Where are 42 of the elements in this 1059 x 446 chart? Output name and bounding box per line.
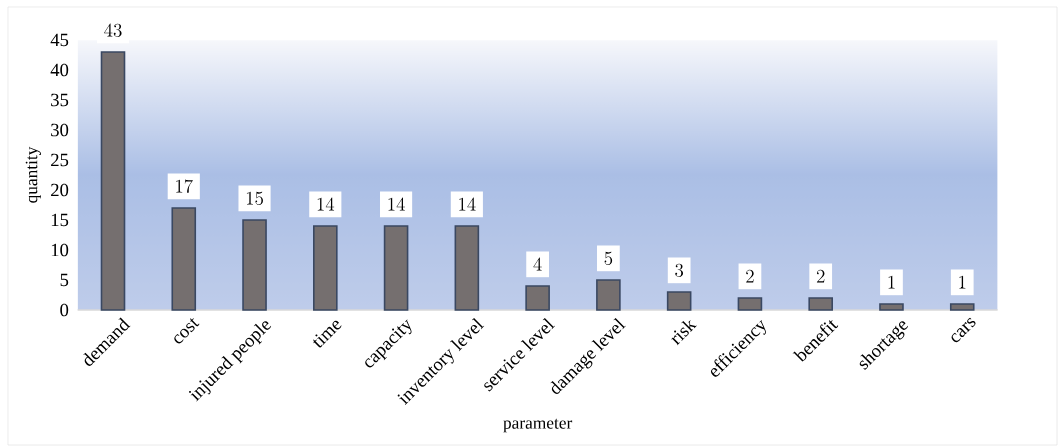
bar xyxy=(454,225,480,311)
bar xyxy=(596,279,621,311)
y-tick-label: 45 xyxy=(50,33,69,47)
data-label: 14 xyxy=(317,197,335,211)
bar xyxy=(949,303,975,311)
x-tick-label: risk xyxy=(671,320,697,346)
y-tick-label: 25 xyxy=(51,153,69,167)
y-tick-label: 15 xyxy=(51,213,69,227)
data-label: 2 xyxy=(746,269,754,283)
bar xyxy=(383,225,409,311)
bar xyxy=(808,297,833,311)
bar xyxy=(525,285,550,311)
bar xyxy=(313,225,338,311)
y-tick-label: 20 xyxy=(51,183,69,197)
bar xyxy=(242,219,267,311)
data-label: 43 xyxy=(104,23,122,37)
data-label: 14 xyxy=(459,197,476,211)
y-tick-label: 40 xyxy=(50,63,69,77)
data-label: 1 xyxy=(959,275,966,289)
y-tick-label: 30 xyxy=(51,123,69,137)
data-label: 5 xyxy=(604,251,613,265)
data-label: 15 xyxy=(246,191,263,205)
data-label: 14 xyxy=(388,197,405,211)
bar xyxy=(666,291,692,311)
data-label: 2 xyxy=(816,269,825,283)
x-tick-label: cost xyxy=(174,318,200,344)
data-label: 17 xyxy=(176,179,193,193)
y-tick-label: 10 xyxy=(51,243,69,257)
y-tick-label: 0 xyxy=(60,303,69,317)
x-tick-label: time xyxy=(313,320,342,348)
bar xyxy=(100,51,126,311)
y-axis-title: quantity xyxy=(25,146,41,203)
bar xyxy=(879,303,904,311)
bar xyxy=(737,297,763,311)
x-tick-label: cars xyxy=(951,317,976,343)
data-label: 1 xyxy=(888,275,895,289)
x-axis-title: parameter xyxy=(503,418,573,433)
data-label: 3 xyxy=(675,263,684,277)
data-label: 4 xyxy=(533,257,542,271)
bar xyxy=(171,207,197,311)
y-tick-label: 5 xyxy=(60,273,69,287)
y-tick-label: 35 xyxy=(51,93,69,107)
